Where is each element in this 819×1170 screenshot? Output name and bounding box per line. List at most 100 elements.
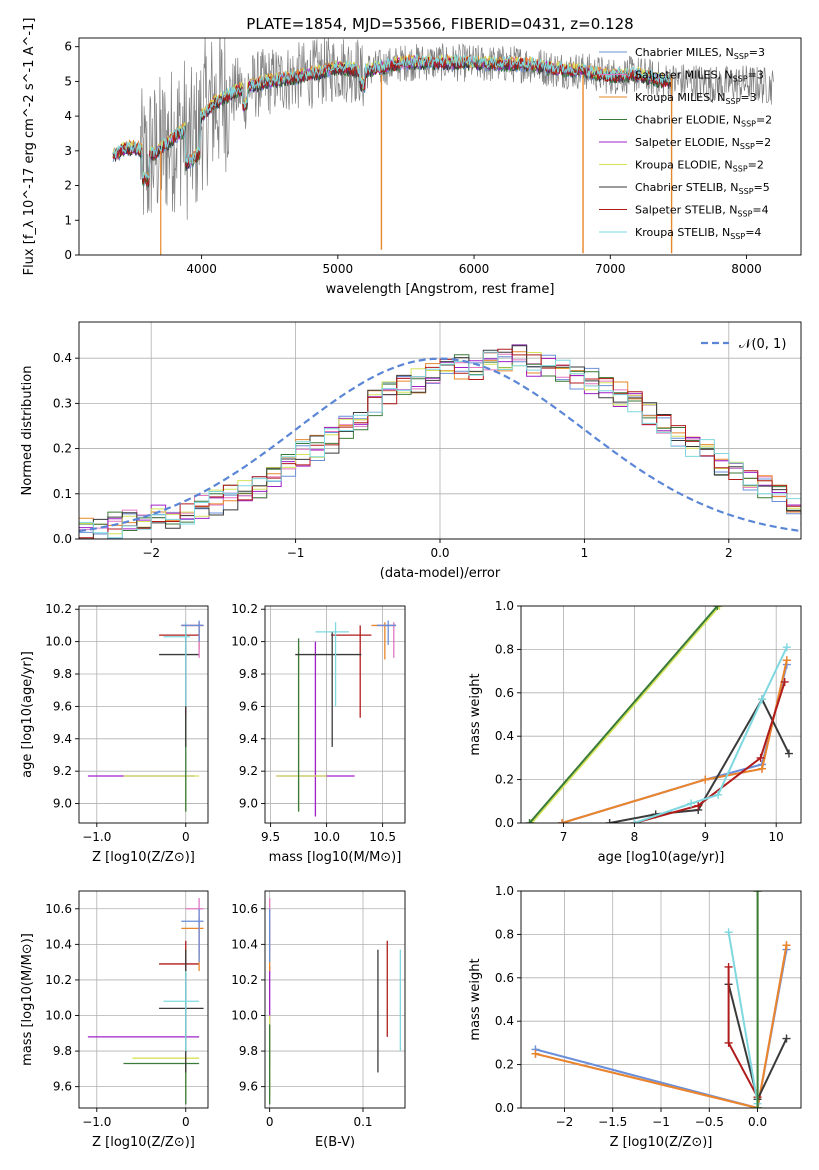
- legend-label: Kroupa ELODIE, NSSP=2: [635, 159, 764, 174]
- legend-label-value: =3: [748, 69, 764, 82]
- x-tick-label: 7000: [595, 262, 626, 276]
- plot-area: [525, 606, 793, 823]
- y-tick-label: 10.0: [45, 635, 72, 649]
- y-tick-label: 0: [64, 248, 72, 262]
- y-tick-label: 10.4: [45, 937, 72, 951]
- x-tick-label: −1: [652, 1115, 670, 1129]
- y-tick-label: 10.0: [231, 1009, 258, 1023]
- weight-marker-kroupa-miles: [782, 941, 791, 950]
- legend-label: Salpeter MILES, NSSP=3: [635, 69, 764, 84]
- weight-line-chabrier-elodie: [528, 606, 719, 823]
- weight-marker-salpeter-stelib: [724, 1038, 733, 1047]
- x-tick-label: 0.1: [353, 1115, 372, 1129]
- x-axis-label: (data-model)/error: [380, 566, 501, 581]
- axes-frame: [264, 890, 406, 1109]
- y-tick-label: 10.4: [231, 937, 258, 951]
- plot-area: [269, 898, 401, 1105]
- x-tick-label: 9: [701, 830, 709, 844]
- x-tick-label: 1: [581, 546, 589, 560]
- legend-label-text: Chabrier MILES, N: [635, 46, 734, 59]
- legend-label-text: Kroupa STELIB, N: [635, 226, 730, 239]
- plot-area: [79, 344, 801, 539]
- legend-label-value: =3: [740, 91, 756, 104]
- histogram-chabrier-miles: [79, 354, 801, 539]
- weight-marker-chabrier-stelib: [782, 1034, 791, 1043]
- legend-label-value: =4: [745, 226, 761, 239]
- weight-marker-kroupa-miles: [531, 1049, 540, 1058]
- legend-label-text: Chabrier STELIB, N: [635, 181, 739, 194]
- y-tick-label: 9.6: [239, 699, 258, 713]
- legend-label: Chabrier MILES, NSSP=3: [635, 46, 765, 61]
- weight-marker-chabrier-stelib: [605, 819, 614, 823]
- weight-marker-kroupa-elodie: [715, 606, 724, 610]
- y-tick-label: 1: [64, 213, 72, 227]
- y-tick-label: 10.0: [45, 1009, 72, 1023]
- weight-line-kroupa-elodie: [530, 606, 721, 823]
- y-tick-label: 9.2: [239, 764, 258, 778]
- legend-label-value: =4: [752, 204, 768, 217]
- x-axis-label: Z [log10(Z/Z⊙)]: [610, 1135, 713, 1150]
- weight-marker-kroupa-miles: [758, 764, 767, 773]
- legend-label-subscript: SSP: [740, 142, 755, 151]
- weight-marker-salpeter-stelib: [780, 677, 789, 686]
- figure-title: PLATE=1854, MJD=53566, FIBERID=0431, z=0…: [246, 15, 633, 33]
- legend-label-subscript: SSP: [733, 165, 748, 174]
- legend-label-text: Salpeter STELIB, N: [635, 204, 737, 217]
- y-tick-label: 0.4: [53, 351, 72, 365]
- y-tick-label: 10.2: [231, 602, 258, 616]
- plot-area: [87, 898, 204, 1105]
- legend-label: Kroupa STELIB, NSSP=4: [635, 226, 761, 241]
- plot-area: [87, 620, 204, 812]
- y-tick-label: 0.2: [53, 442, 72, 456]
- y-tick-label: 9.2: [53, 764, 72, 778]
- weight-marker-kroupa-stelib: [758, 695, 767, 704]
- legend-label-subscript: SSP: [725, 97, 740, 106]
- weight-line-salpeter-stelib: [634, 681, 786, 823]
- weight-marker-chabrier-elodie: [713, 606, 722, 610]
- y-tick-label: 0.4: [495, 729, 514, 743]
- weight-marker-kroupa-miles: [782, 656, 791, 665]
- weight-line-kroupa-miles: [561, 660, 788, 823]
- x-tick-label: 0: [182, 830, 190, 844]
- y-tick-label: 10.2: [45, 973, 72, 987]
- legend-label-value: =5: [754, 181, 770, 194]
- axes-frame: [78, 890, 209, 1109]
- legend-label: Salpeter ELODIE, NSSP=2: [635, 136, 771, 151]
- legend-label: 𝒩(0, 1): [739, 337, 786, 352]
- normal-reference-curve: [79, 357, 801, 533]
- weight-line-chabrier-miles: [561, 664, 788, 823]
- x-tick-label: 0: [182, 1115, 190, 1129]
- panel-age-vs-Z: −1.0 0 9.0 9.2 9.4 9.6 9.8 10.0 10.2 Z [log10(Z/Z…: [20, 602, 209, 865]
- weight-marker-kroupa-miles: [558, 819, 567, 823]
- x-tick-label: −1.5: [598, 1115, 627, 1129]
- x-tick-label: −2: [556, 1115, 574, 1129]
- y-tick-label: 10.6: [45, 902, 72, 916]
- y-tick-label: 0.3: [53, 396, 72, 410]
- x-tick-label: −1: [287, 546, 305, 560]
- y-tick-label: 9.4: [53, 732, 72, 746]
- y-tick-label: 1.0: [495, 599, 514, 613]
- x-tick-label: −0.5: [695, 1115, 724, 1129]
- y-tick-label: 0.0: [495, 816, 514, 830]
- x-axis-label: mass [log10(M/M⊙)]: [269, 850, 402, 865]
- legend-label-value: =2: [756, 114, 772, 127]
- y-tick-label: 9.8: [53, 1044, 72, 1058]
- y-axis-label: mass [log10(M/M⊙)]: [20, 933, 35, 1066]
- y-tick-label: 9.6: [53, 699, 72, 713]
- panel-age-vs-mass: 9.5 10.0 10.5 9.0 9.2 9.4 9.6 9.8 10.0 10.2 mass […: [231, 602, 406, 865]
- y-tick-label: 0.6: [495, 686, 514, 700]
- weight-marker-salpeter-stelib: [694, 801, 703, 810]
- y-tick-label: 4: [64, 109, 72, 123]
- y-tick-label: 9.0: [53, 797, 72, 811]
- x-axis-label: wavelength [Angstrom, rest frame]: [326, 282, 555, 297]
- x-axis-label: E(B-V): [315, 1135, 355, 1150]
- legend-label-value: =2: [748, 159, 764, 172]
- x-axis-label: Z [log10(Z/Z⊙)]: [92, 1135, 195, 1150]
- x-tick-label: 9.5: [261, 830, 280, 844]
- panel-spectrum: 4000 5000 6000 7000 8000 0 1 2 3 4 5 6 wavelength [A…: [22, 18, 802, 297]
- y-tick-label: 0.0: [495, 1101, 514, 1115]
- weight-marker-kroupa-stelib: [714, 790, 723, 799]
- weight-line-kroupa-miles: [535, 945, 788, 1108]
